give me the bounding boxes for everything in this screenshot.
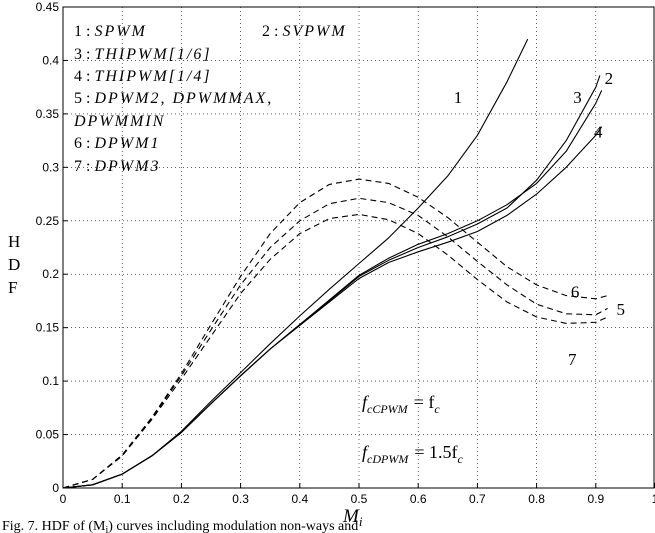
note1-rhs-sub: c (434, 402, 440, 416)
x-tick-label: 0.1 (114, 492, 131, 506)
curves (62, 38, 608, 489)
legend-number: 5 : (74, 90, 94, 107)
caption-sub: i (105, 525, 108, 533)
legend-number: 3 : (74, 46, 94, 63)
legend-entry: 4 : THIPWM[1/4] (74, 68, 212, 85)
legend-entry: 2 : SVPWM (262, 23, 347, 40)
x-label-main: M (342, 506, 360, 527)
x-tick-label: 0.7 (469, 492, 486, 506)
caption-suffix: ) curves including modulation non-ways a… (108, 519, 358, 533)
legend-name: DPWMMIN (73, 113, 165, 130)
x-tick-label: 0.3 (232, 492, 249, 506)
x-tick-label: 0 (60, 492, 67, 506)
axis-ticks (62, 6, 655, 489)
caption-prefix: Fig. 7. HDF (2, 519, 70, 533)
tick-labels: 0 0.1 0.2 0.3 0.4 0.5 0.6 0.7 0.8 0.9 1 0 0.05 0.1 0.1… (36, 0, 655, 506)
y-tick-label: 0.3 (42, 160, 59, 174)
y-tick-label: 0.2 (42, 267, 59, 281)
series-3-label: 3 (573, 88, 582, 107)
x-tick-label: 0.5 (351, 492, 368, 506)
note2-main: f (362, 442, 370, 462)
x-tick-label: 0.4 (291, 492, 308, 506)
legend-entry: 3 : THIPWM[1/6] (74, 46, 212, 63)
legend-entry: 7 : DPWM3 (74, 158, 160, 175)
x-tick-label: 0.8 (528, 492, 545, 506)
series-5-label: 5 (617, 300, 626, 319)
y-label-h: H (8, 232, 20, 251)
y-tick-label: 0.05 (36, 428, 60, 442)
legend-entry: 1 : SPWM (74, 23, 147, 40)
legend-name: THIPWM[1/4] (94, 68, 211, 85)
note2-rhs-sub: c (458, 452, 464, 466)
x-tick-label: 0.9 (587, 492, 604, 506)
x-label-sub: i (359, 514, 363, 529)
note2-sub: cDPWM (367, 452, 409, 466)
y-axis-label: H D F (8, 232, 20, 297)
legend-name: SVPWM (282, 23, 346, 40)
y-tick-label: 0.4 (42, 53, 59, 67)
y-tick-label: 0.25 (36, 214, 60, 228)
note1-main: f (362, 392, 370, 412)
series-6-line (62, 178, 608, 489)
series-7-label: 7 (568, 350, 577, 369)
figure-caption: Fig. 7. HDF of (Mi) curves including mod… (2, 519, 358, 533)
legend-name: DPWM2, DPWMMAX, (93, 90, 273, 107)
y-tick-label: 0.1 (42, 374, 59, 388)
y-label-f: F (8, 278, 17, 297)
series-1-label: 1 (454, 88, 463, 107)
legend-entry: 6 : DPWM1 (74, 135, 160, 152)
legend-name: THIPWM[1/6] (94, 46, 211, 63)
legend-entry: DPWMMIN (73, 113, 165, 130)
note1-rhs: = f (414, 392, 435, 412)
series-4-label: 4 (594, 122, 603, 141)
series-5-line (62, 197, 608, 489)
annotation-cpwm: fcCPWM = fc (362, 392, 440, 416)
legend-number: 1 : (74, 23, 94, 40)
legend-entry: 5 : DPWM2, DPWMMAX, (74, 90, 273, 107)
x-tick-label: 1 (652, 492, 655, 506)
series-2-label: 2 (605, 69, 614, 88)
x-tick-label: 0.6 (410, 492, 427, 506)
series-7-line (62, 213, 608, 489)
note1-sub: cCPWM (367, 402, 409, 416)
legend-name: DPWM3 (93, 158, 160, 175)
note2-rhs: = 1.5f (414, 442, 457, 462)
x-axis-label: Mi (342, 506, 363, 529)
series-6-label: 6 (571, 283, 580, 302)
legend-name: DPWM1 (93, 135, 160, 152)
y-tick-label: 0.45 (36, 0, 60, 14)
legend-number: 6 : (74, 135, 94, 152)
y-tick-label: 0.15 (36, 321, 60, 335)
x-tick-label: 0.2 (173, 492, 190, 506)
curve-labels: 1 2 34 5 6 7 (454, 69, 625, 369)
legend-name: SPWM (94, 23, 146, 40)
legend-number: 2 : (262, 23, 282, 40)
y-tick-label: 0 (52, 481, 59, 495)
y-tick-label: 0.35 (36, 107, 60, 121)
caption-middle: of (M (70, 519, 106, 533)
legend-number: 7 : (74, 158, 94, 175)
y-label-d: D (8, 255, 20, 274)
annotation-dpwm: fcDPWM = 1.5fc (362, 442, 464, 466)
legend-number: 4 : (74, 68, 94, 85)
series-4-line (62, 126, 603, 489)
